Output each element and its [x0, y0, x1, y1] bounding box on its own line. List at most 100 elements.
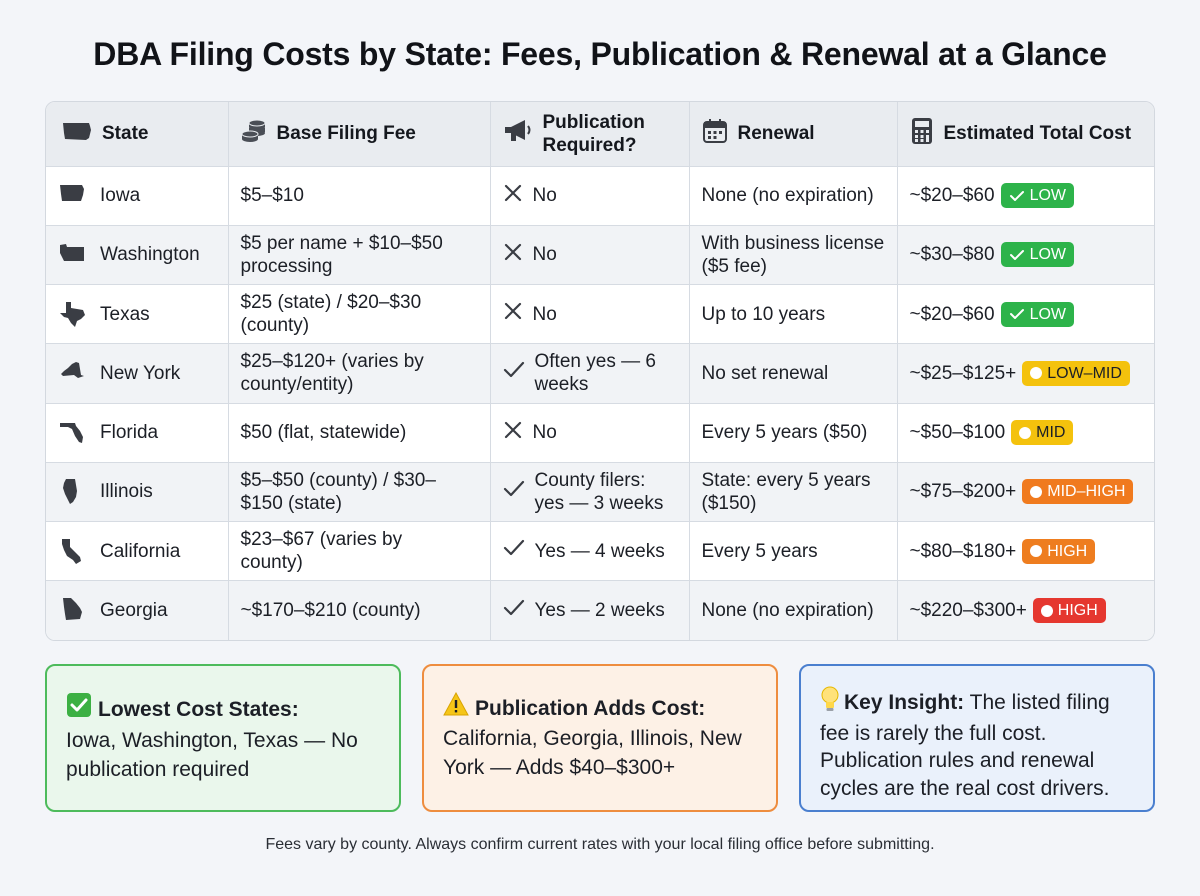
cell-state: Washington	[46, 225, 229, 286]
cell-publication: No	[490, 166, 690, 226]
cost-level-badge: MID	[1011, 420, 1074, 446]
renewal-value: None (no expiration)	[701, 600, 874, 622]
cell-renewal: Every 5 years	[689, 521, 898, 582]
calculator-icon	[910, 117, 934, 151]
publication-value: County filers: yes — 3 weeks	[534, 469, 664, 514]
cell-fee: $5 per name + $10–$50 processing	[228, 225, 491, 286]
georgia-map-icon	[58, 598, 86, 622]
cell-total: ~$220–$300+ HIGH	[897, 581, 1154, 640]
cell-state: Iowa	[46, 166, 229, 226]
table-row: California $23–$67 (varies by county) Yes …	[46, 521, 1154, 582]
check-icon	[1009, 189, 1025, 203]
cost-level-badge: HIGH	[1022, 538, 1096, 564]
checkmark-icon	[503, 538, 525, 564]
footnote: Fees vary by county. Always confirm curr…	[265, 836, 935, 853]
insight-body: The listed filing fee is rarely the full…	[820, 691, 1110, 800]
cost-level-label: HIGH	[1047, 542, 1088, 560]
map-icon	[62, 121, 92, 147]
iowa-map-icon	[58, 185, 86, 207]
dot-icon	[1040, 604, 1053, 617]
cost-level-label: MID–HIGH	[1047, 483, 1126, 501]
table-row: Texas $25 (state) / $20–$30 (county) No Up …	[46, 284, 1154, 345]
cell-publication: No	[490, 284, 690, 345]
header-fee-label: Base Filing Fee	[276, 123, 416, 145]
publication-value: No	[532, 185, 557, 207]
warning-icon	[443, 691, 469, 724]
total-cost: ~$20–$60	[909, 303, 995, 325]
cell-state: Texas	[46, 284, 229, 345]
checkmark-icon	[503, 479, 525, 505]
megaphone-icon	[503, 118, 533, 150]
calendar-icon	[702, 118, 728, 150]
cell-publication: Yes — 4 weeks	[490, 521, 690, 582]
cell-publication: County filers: yes — 3 weeks	[490, 462, 690, 523]
cost-level-badge: LOW	[1000, 183, 1075, 209]
cost-level-badge: HIGH	[1032, 598, 1106, 624]
renewal-value: No set renewal	[701, 362, 829, 384]
cost-level-badge: LOW	[1000, 301, 1075, 327]
publication-body: California, Georgia, Illinois, New York …	[443, 727, 742, 779]
base-fee: ~$170–$210 (county)	[240, 600, 421, 622]
cost-level-label: LOW	[1029, 187, 1067, 205]
cost-level-label: HIGH	[1057, 602, 1098, 620]
total-cost: ~$80–$180+	[909, 540, 1017, 562]
state-name: Illinois	[100, 481, 153, 503]
table-row: Florida $50 (flat, statewide) No Every 5 ye…	[46, 403, 1154, 463]
cell-publication: No	[490, 225, 690, 286]
state-name: Florida	[100, 422, 159, 444]
dot-icon	[1019, 426, 1032, 439]
cell-renewal: None (no expiration)	[689, 166, 898, 226]
checkmark-icon	[503, 598, 525, 624]
header-state: State	[46, 102, 229, 167]
table-row: Washington $5 per name + $10–$50 processi…	[46, 225, 1154, 286]
table-row: Georgia ~$170–$210 (county) Yes — 2 weeks N…	[46, 580, 1154, 640]
header-total-label: Estimated Total Cost	[943, 123, 1132, 145]
cost-level-badge: MID–HIGH	[1022, 479, 1134, 505]
cell-state: New York	[46, 343, 229, 404]
publication-value: Yes — 4 weeks	[534, 540, 665, 562]
check-box-icon	[66, 692, 92, 726]
cell-fee: $50 (flat, statewide)	[228, 403, 491, 463]
cell-fee: $23–$67 (varies by county)	[228, 521, 491, 582]
cell-fee: ~$170–$210 (county)	[228, 580, 491, 640]
cell-total: ~$30–$80 LOW	[897, 225, 1154, 286]
cell-state: Illinois	[46, 462, 229, 523]
insight-title: Key Insight:	[844, 691, 965, 714]
california-map-icon	[58, 538, 86, 564]
renewal-value: Up to 10 years	[701, 303, 826, 325]
state-name: Washington	[100, 244, 200, 266]
total-cost: ~$30–$80	[909, 244, 995, 266]
publication-value: No	[532, 422, 557, 444]
cell-fee: $25 (state) / $20–$30 (county)	[228, 284, 491, 345]
renewal-value: State: every 5 years ($150)	[701, 469, 871, 514]
cell-publication: No	[490, 403, 690, 463]
coins-icon	[241, 118, 267, 150]
check-icon	[1009, 248, 1025, 262]
cell-fee: $5–$50 (county) / $30–$150 (state)	[228, 462, 491, 523]
base-fee: $25–$120+ (varies by county/entity)	[240, 351, 424, 396]
state-name: Texas	[100, 303, 150, 325]
cell-total: ~$75–$200+ MID–HIGH	[897, 462, 1154, 523]
total-cost: ~$20–$60	[909, 185, 995, 207]
washington-map-icon	[58, 244, 86, 266]
header-publication-label: Publication Required?	[542, 111, 645, 156]
state-name: Iowa	[100, 185, 141, 207]
cell-total: ~$50–$100 MID	[897, 403, 1154, 463]
cell-total: ~$25–$125+ LOW–MID	[897, 343, 1154, 404]
header-publication: Publication Required?	[490, 102, 690, 167]
renewal-value: With business license ($5 fee)	[701, 232, 885, 277]
total-cost: ~$220–$300+	[909, 600, 1027, 622]
dot-icon	[1030, 367, 1043, 380]
table-row: Illinois $5–$50 (county) / $30–$150 (stat…	[46, 462, 1154, 523]
lightbulb-icon	[820, 686, 840, 720]
header-total: Estimated Total Cost	[897, 102, 1154, 167]
lowest-cost-card: Lowest Cost States: Iowa, Washington, Te…	[45, 664, 401, 812]
florida-map-icon	[58, 422, 86, 444]
cell-fee: $25–$120+ (varies by county/entity)	[228, 343, 491, 404]
renewal-value: Every 5 years	[701, 540, 818, 562]
new-york-map-icon	[58, 361, 86, 384]
checkmark-icon	[503, 360, 525, 386]
cross-icon	[503, 301, 523, 327]
renewal-value: Every 5 years ($50)	[701, 422, 868, 444]
header-renewal-label: Renewal	[737, 123, 815, 145]
